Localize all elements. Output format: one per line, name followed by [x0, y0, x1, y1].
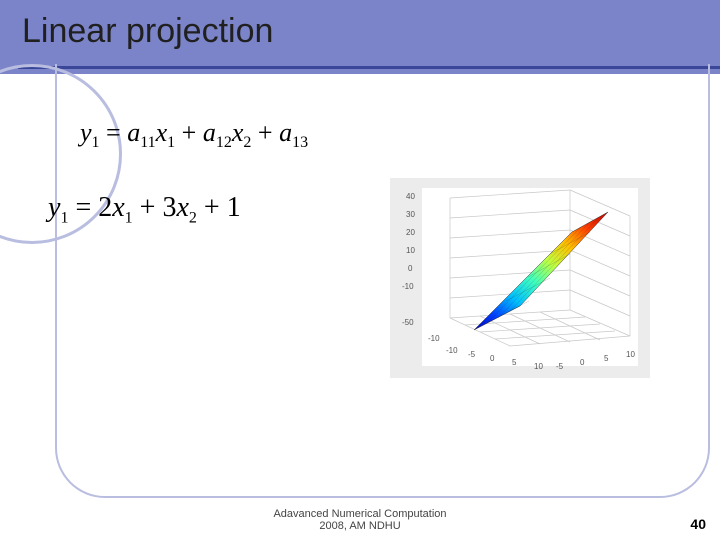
plot-3d-box: [422, 188, 638, 366]
ztick: 20: [406, 228, 415, 237]
equation-general: y1 = a11x1 + a12x2 + a13: [80, 118, 308, 152]
ztick: 30: [406, 210, 415, 219]
ztick: 10: [406, 246, 415, 255]
ztick: 40: [406, 192, 415, 201]
surface-plot-svg: [422, 188, 638, 366]
xtick: 5: [512, 358, 516, 367]
footer: Adavanced Numerical Computation 2008, AM…: [0, 508, 720, 532]
ztick: -50: [402, 318, 414, 327]
footer-line2: 2008, AM NDHU: [319, 520, 400, 532]
ytick: 10: [626, 350, 635, 359]
ztick: -10: [428, 334, 440, 343]
xtick: 0: [490, 354, 494, 363]
ztick: -10: [402, 282, 414, 291]
header-bar: Linear projection: [0, 0, 720, 74]
xtick: -5: [468, 350, 475, 359]
plot-3d-container: 40 30 20 10 0 -10 -50 -10 -10 -5 0 5 10 …: [390, 178, 650, 378]
slide-title: Linear projection: [22, 12, 273, 51]
footer-line1: Adavanced Numerical Computation: [273, 508, 446, 520]
page-number: 40: [690, 516, 706, 532]
equation-specific: y1 = 2x1 + 3x2 + 1: [48, 192, 241, 228]
xtick: -10: [446, 346, 458, 355]
ytick: 5: [604, 354, 608, 363]
ztick: 0: [408, 264, 412, 273]
ytick: -5: [556, 362, 563, 371]
xtick: 10: [534, 362, 543, 371]
ytick: 0: [580, 358, 584, 367]
